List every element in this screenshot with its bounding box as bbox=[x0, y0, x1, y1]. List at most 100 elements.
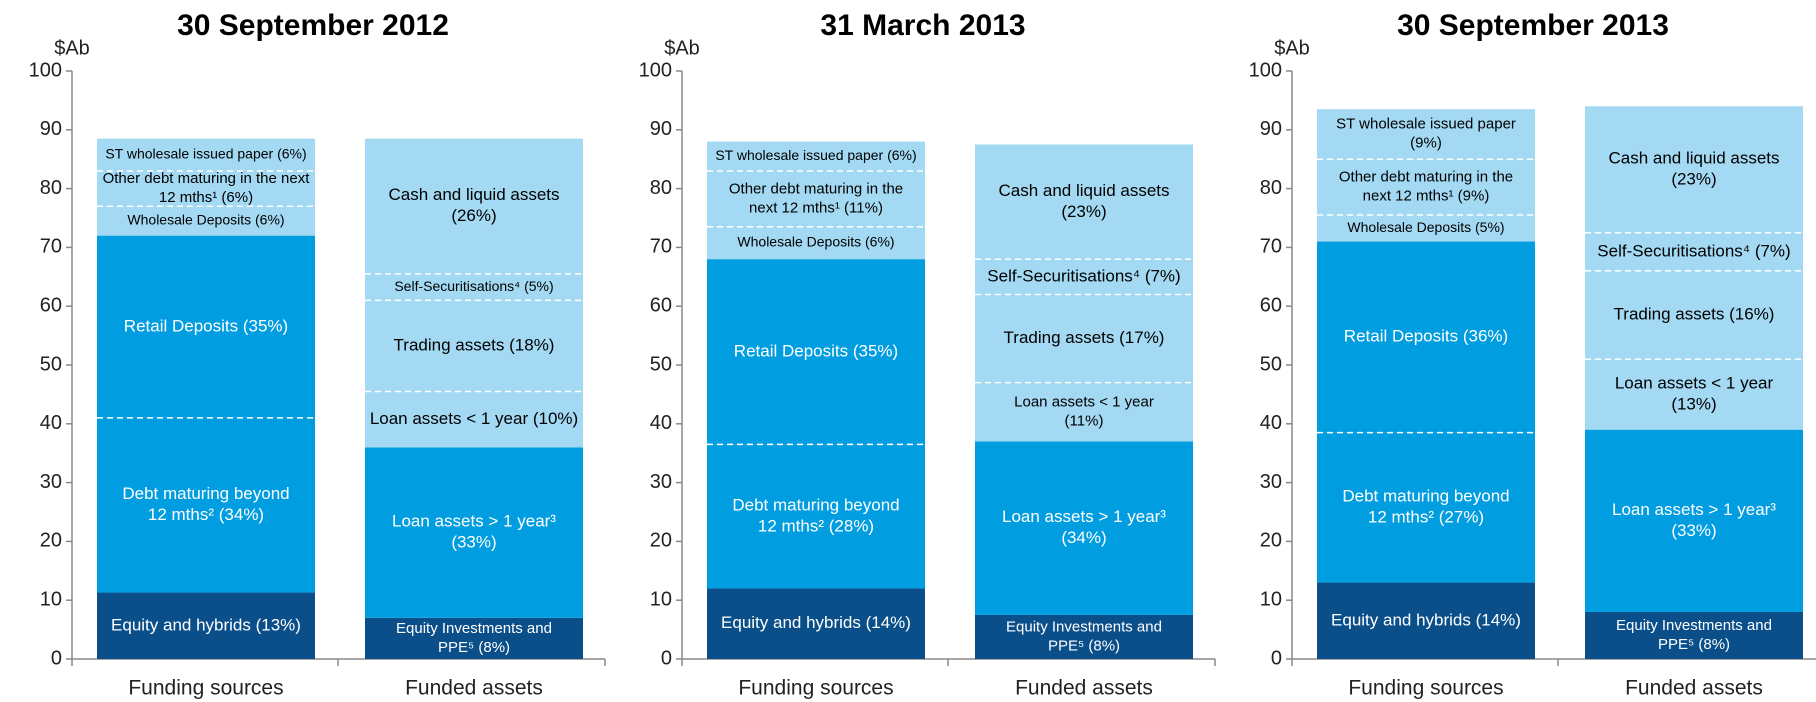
bar-segment bbox=[365, 447, 583, 618]
segment-label: Equity Investments and bbox=[396, 620, 552, 637]
segment-label: 12 mths¹ (6%) bbox=[159, 189, 253, 206]
segment-label: Loan assets < 1 year bbox=[1615, 373, 1774, 392]
bar-segment bbox=[975, 259, 1193, 295]
bar-segment bbox=[1585, 270, 1803, 360]
segment-label: Debt maturing beyond bbox=[122, 484, 289, 503]
y-tick-label: 50 bbox=[40, 353, 62, 375]
bar-segment bbox=[1585, 611, 1803, 659]
bar-segment bbox=[707, 226, 925, 260]
segment-label: 12 mths² (28%) bbox=[758, 516, 874, 535]
bar-segment bbox=[975, 144, 1193, 260]
segment-label: Loan assets < 1 year (10%) bbox=[370, 409, 578, 428]
bar-segment bbox=[97, 235, 315, 418]
y-tick-label: 40 bbox=[40, 412, 62, 434]
segment-label: Wholesale Deposits (6%) bbox=[127, 212, 284, 228]
y-tick-label: 60 bbox=[40, 294, 62, 316]
segment-label: ST wholesale issued paper (6%) bbox=[715, 147, 916, 163]
y-tick-label: 10 bbox=[1260, 588, 1282, 610]
segment-label: (9%) bbox=[1410, 135, 1442, 152]
segment-label: next 12 mths¹ (9%) bbox=[1363, 188, 1490, 205]
y-tick-label: 10 bbox=[40, 588, 62, 610]
segment-label: Self-Securitisations⁴ (5%) bbox=[394, 278, 553, 294]
y-tick-label: 100 bbox=[1249, 59, 1282, 81]
segment-label: Loan assets < 1 year bbox=[1014, 394, 1154, 411]
segment-label: (23%) bbox=[1061, 202, 1106, 221]
bar-segment bbox=[1317, 582, 1535, 659]
x-category-label: Funded assets bbox=[1625, 677, 1763, 700]
segment-label: Other debt maturing in the bbox=[1339, 169, 1513, 186]
bar-segment bbox=[97, 417, 315, 593]
segment-label: Retail Deposits (35%) bbox=[124, 316, 288, 335]
chart-title: 30 September 2012 bbox=[177, 9, 449, 42]
y-tick-label: 40 bbox=[650, 412, 672, 434]
x-category-label: Funding sources bbox=[1348, 677, 1503, 700]
segment-label: Loan assets > 1 year³ bbox=[1002, 507, 1166, 526]
segment-label: Equity Investments and bbox=[1616, 617, 1772, 634]
y-tick-label: 70 bbox=[40, 236, 62, 258]
y-tick-label: 30 bbox=[40, 471, 62, 493]
segment-label: PPE⁵ (8%) bbox=[1658, 636, 1730, 653]
y-axis-unit: $Ab bbox=[664, 37, 700, 59]
y-tick-label: 30 bbox=[650, 471, 672, 493]
bar-segment bbox=[365, 617, 583, 659]
segment-label: Self-Securitisations⁴ (7%) bbox=[987, 266, 1180, 285]
y-tick-label: 40 bbox=[1260, 412, 1282, 434]
segment-label: Wholesale Deposits (6%) bbox=[737, 234, 894, 250]
chart-title: 31 March 2013 bbox=[820, 9, 1025, 42]
y-tick-label: 100 bbox=[639, 59, 672, 81]
bar-segment bbox=[365, 273, 583, 301]
y-tick-label: 30 bbox=[1260, 471, 1282, 493]
segment-label: (33%) bbox=[1671, 521, 1716, 540]
segment-label: PPE⁵ (8%) bbox=[438, 639, 510, 656]
bar-segment bbox=[1317, 215, 1535, 242]
y-tick-label: 0 bbox=[51, 647, 62, 669]
segment-label: (13%) bbox=[1671, 394, 1716, 413]
x-category-label: Funding sources bbox=[128, 677, 283, 700]
y-tick-label: 60 bbox=[650, 294, 672, 316]
segment-label: (11%) bbox=[1065, 413, 1104, 430]
segment-label: Self-Securitisations⁴ (7%) bbox=[1597, 241, 1790, 260]
y-tick-label: 100 bbox=[29, 59, 62, 81]
bar-segment bbox=[707, 588, 925, 659]
y-tick-label: 90 bbox=[1260, 118, 1282, 140]
bar-segment bbox=[1317, 432, 1535, 583]
segment-label: (26%) bbox=[451, 206, 496, 225]
segment-label: Debt maturing beyond bbox=[1342, 487, 1509, 506]
segment-label: Loan assets > 1 year³ bbox=[1612, 500, 1776, 519]
bar-segment bbox=[1317, 159, 1535, 216]
y-tick-label: 80 bbox=[650, 177, 672, 199]
bar-segment bbox=[975, 294, 1193, 383]
bar-segment bbox=[365, 138, 583, 274]
y-tick-label: 20 bbox=[650, 530, 672, 552]
y-tick-label: 90 bbox=[40, 118, 62, 140]
bar-segment bbox=[97, 592, 315, 659]
bar-segment bbox=[975, 614, 1193, 659]
bar-segment bbox=[707, 444, 925, 589]
bar-segment bbox=[1317, 109, 1535, 160]
y-tick-label: 90 bbox=[650, 118, 672, 140]
bar-segment bbox=[975, 382, 1193, 442]
segment-label: Other debt maturing in the bbox=[729, 180, 903, 197]
y-tick-label: 70 bbox=[650, 236, 672, 258]
y-tick-label: 70 bbox=[1260, 236, 1282, 258]
y-axis-unit: $Ab bbox=[54, 37, 90, 59]
y-tick-label: 20 bbox=[1260, 530, 1282, 552]
x-category-label: Funding sources bbox=[738, 677, 893, 700]
bar-segment bbox=[97, 138, 315, 171]
y-tick-label: 80 bbox=[40, 177, 62, 199]
segment-label: PPE⁵ (8%) bbox=[1048, 637, 1120, 654]
bar-segment bbox=[1317, 241, 1535, 433]
y-tick-label: 0 bbox=[1271, 647, 1282, 669]
segment-label: Equity Investments and bbox=[1006, 618, 1162, 635]
bar-segment bbox=[707, 141, 925, 171]
segment-label: Equity and hybrids (14%) bbox=[1331, 610, 1521, 629]
bar-segment bbox=[1585, 232, 1803, 271]
segment-label: Trading assets (17%) bbox=[1004, 328, 1165, 347]
segment-label: ST wholesale issued paper (6%) bbox=[105, 145, 306, 161]
segment-label: (34%) bbox=[1061, 528, 1106, 547]
segment-label: next 12 mths¹ (11%) bbox=[749, 199, 883, 216]
segment-label: (23%) bbox=[1671, 169, 1716, 188]
bar-segment bbox=[365, 300, 583, 392]
bar-segment bbox=[1585, 359, 1803, 430]
